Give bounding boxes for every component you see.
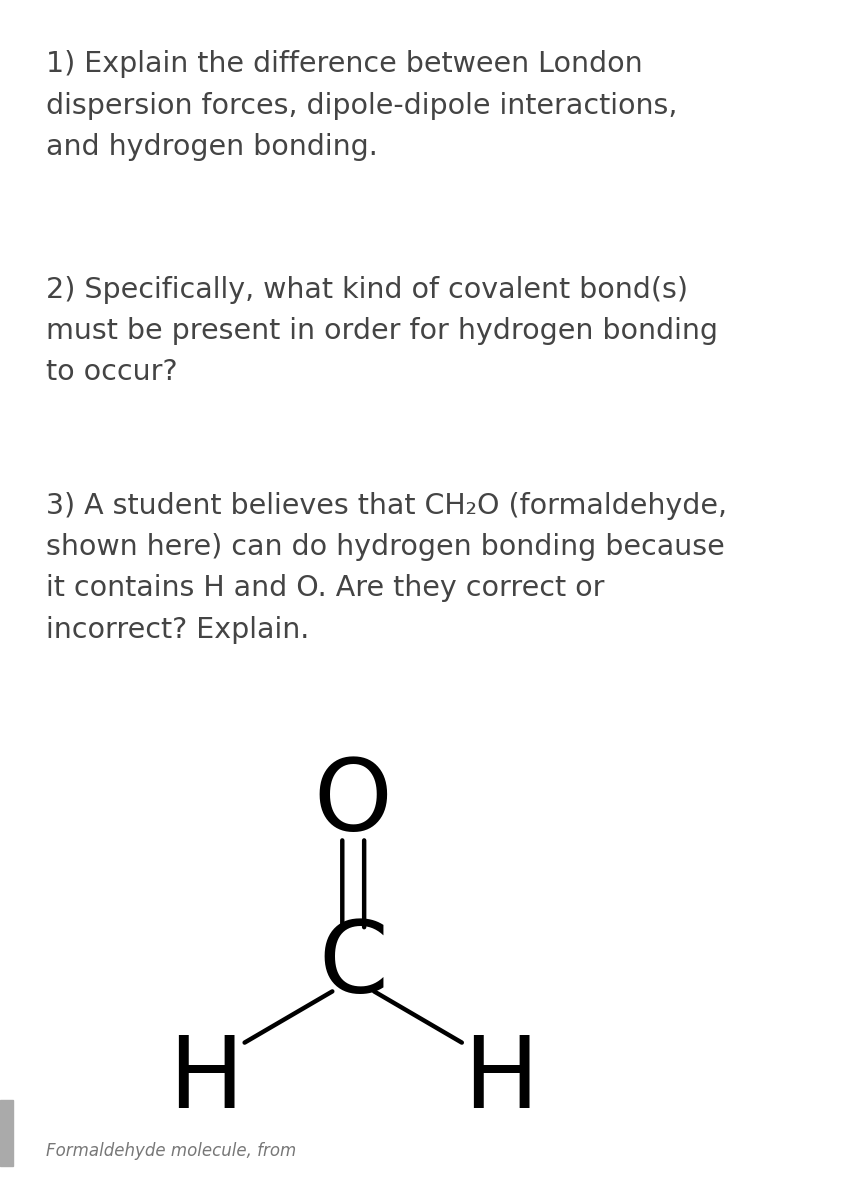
- Text: Formaldehyde molecule, from: Formaldehyde molecule, from: [46, 1142, 297, 1160]
- Text: 2) Specifically, what kind of covalent bond(s)
must be present in order for hydr: 2) Specifically, what kind of covalent b…: [46, 276, 718, 386]
- Text: H: H: [168, 1032, 244, 1128]
- Bar: [0, 1100, 13, 1166]
- Text: 1) Explain the difference between London
dispersion forces, dipole-dipole intera: 1) Explain the difference between London…: [46, 50, 678, 161]
- Text: 3) A student believes that CH₂O (formaldehyde,
shown here) can do hydrogen bondi: 3) A student believes that CH₂O (formald…: [46, 492, 727, 643]
- Text: C: C: [318, 918, 389, 1014]
- Text: O: O: [314, 756, 393, 852]
- Text: H: H: [463, 1032, 538, 1128]
